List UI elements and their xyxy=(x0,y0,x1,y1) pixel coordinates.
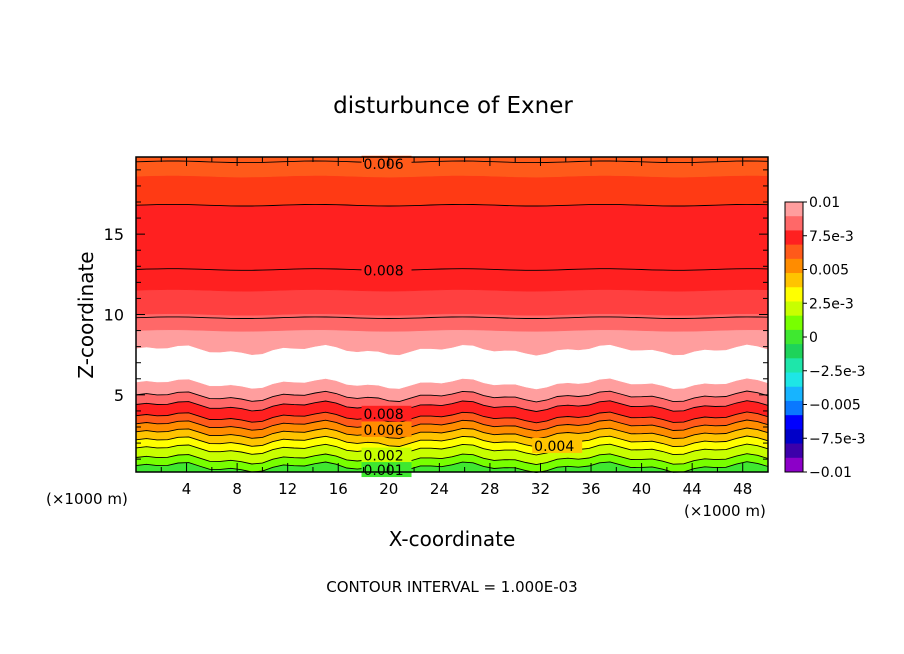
contour-label: 0.001 xyxy=(364,463,404,479)
contour-lines xyxy=(135,160,769,474)
colorbar-swatch xyxy=(785,457,803,473)
colorbar-swatch xyxy=(785,344,803,359)
colorbar-label: 0 xyxy=(809,330,818,346)
x-unit-right: (×1000 m) xyxy=(684,502,766,520)
colorbar-swatch xyxy=(785,244,803,260)
x-tick-label: 20 xyxy=(379,480,398,498)
x-tick-label: 28 xyxy=(480,480,499,498)
colorbar-swatch xyxy=(785,315,803,331)
colorbar-label: 0.005 xyxy=(809,263,849,279)
contour-label-bg xyxy=(361,447,412,463)
x-axis-label: X-coordinate xyxy=(389,527,516,551)
x-tick-label: 48 xyxy=(733,480,752,498)
x-axis-ticks: 4 8 12 16 20 24 28 32 36 40 44 48 xyxy=(160,157,752,498)
contour-line-2 xyxy=(135,443,769,456)
contour-line-12 xyxy=(135,160,769,164)
contour-line-4 xyxy=(135,427,769,440)
x-tick-label: 44 xyxy=(683,480,702,498)
contour-label-bg xyxy=(361,405,412,421)
contour-label: 0.006 xyxy=(364,157,404,173)
x-tick-label: 8 xyxy=(232,480,242,498)
colorbar-swatch xyxy=(785,287,803,302)
contour-label-bg xyxy=(361,262,412,278)
colorbar-label: −2.5e-3 xyxy=(809,364,866,380)
contour-band-13 xyxy=(135,289,769,316)
contour-line-1 xyxy=(135,453,769,466)
contour-interval-note: CONTOUR INTERVAL = 1.000E-03 xyxy=(326,578,577,596)
x-tick-label: 16 xyxy=(329,480,348,498)
contour-label-bg xyxy=(532,437,583,453)
colorbar-label: 0.01 xyxy=(809,195,840,211)
contour-label: 0.004 xyxy=(534,439,574,455)
colorbar-label: −0.01 xyxy=(809,465,852,481)
plot-area xyxy=(135,156,769,473)
y-tick-label: 10 xyxy=(104,306,124,325)
colorbar-swatch xyxy=(785,443,803,459)
x-tick-label: 32 xyxy=(531,480,550,498)
colorbar-swatch xyxy=(785,230,803,246)
x-tick-label: 4 xyxy=(182,480,192,498)
contour-line-3 xyxy=(135,435,769,448)
colorbar-swatch xyxy=(785,273,803,288)
contour-label-bg xyxy=(361,462,412,478)
x-tick-label: 40 xyxy=(632,480,651,498)
colorbar-swatch xyxy=(785,358,803,373)
contour-line-6 xyxy=(135,411,769,424)
colorbar-label: 7.5e-3 xyxy=(809,229,854,245)
colorbar-label: −0.005 xyxy=(809,398,861,414)
colorbar-labels: 0.01 7.5e-3 0.005 2.5e-3 0 −2.5e-3 −0.005 −7.5e… xyxy=(803,195,866,481)
colorbar-swatch xyxy=(785,329,803,345)
contour-line-11 xyxy=(135,203,769,207)
contour-label: 0.002 xyxy=(364,449,404,465)
colorbar-swatch xyxy=(785,386,803,402)
y-axis-ticks: 5 10 15 xyxy=(104,169,768,460)
contour-label-bg xyxy=(361,155,412,171)
contour-line-10 xyxy=(135,268,769,271)
contour-line-0 xyxy=(135,461,769,474)
y-axis-label: Z-coordinate xyxy=(74,251,98,378)
contour-line-8 xyxy=(135,390,769,403)
contour-band-12 xyxy=(135,313,769,332)
y-tick-label: 15 xyxy=(104,225,124,244)
contour-band-14 xyxy=(135,204,769,292)
contour-label: 0.006 xyxy=(364,423,404,439)
contour-label: 0.008 xyxy=(364,264,404,280)
colorbar-swatch xyxy=(785,258,803,274)
chart-title: disturbunce of Exner xyxy=(333,93,573,119)
contour-line-9 xyxy=(135,316,769,319)
colorbar xyxy=(784,201,804,473)
contour-band-15 xyxy=(135,175,769,207)
x-unit-left: (×1000 m) xyxy=(46,490,128,508)
x-tick-label: 24 xyxy=(430,480,449,498)
colorbar-swatch xyxy=(785,400,803,416)
x-tick-label: 36 xyxy=(581,480,600,498)
colorbar-swatch xyxy=(785,216,803,231)
contour-label-bg xyxy=(361,421,412,437)
colorbar-swatch xyxy=(785,372,803,388)
colorbar-label: −7.5e-3 xyxy=(809,431,866,447)
y-tick-label: 5 xyxy=(114,386,124,405)
colorbar-swatch xyxy=(785,415,803,430)
x-tick-label: 12 xyxy=(278,480,297,498)
colorbar-swatch xyxy=(785,429,803,444)
colorbar-swatch xyxy=(785,202,803,217)
contour-band-16 xyxy=(135,156,769,178)
contour-line-7 xyxy=(135,400,769,412)
contour-line-5 xyxy=(135,419,769,432)
colorbar-label: 2.5e-3 xyxy=(809,296,854,312)
colorbar-swatch xyxy=(785,301,803,317)
contour-label: 0.008 xyxy=(364,407,404,423)
